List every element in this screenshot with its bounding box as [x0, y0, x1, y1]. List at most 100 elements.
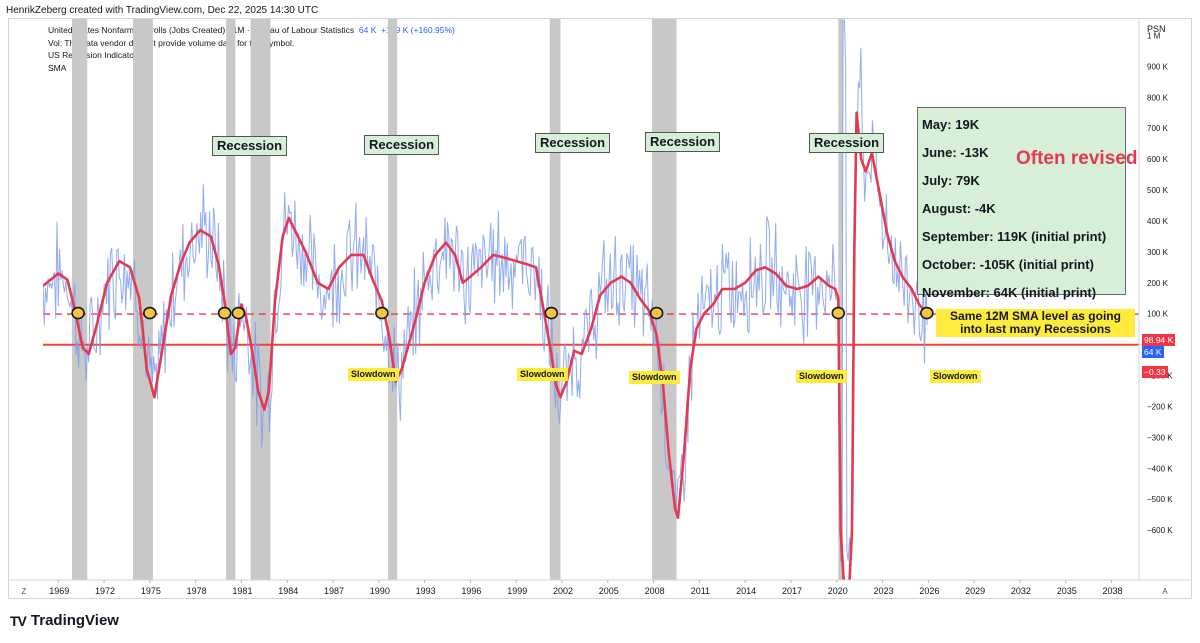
x-tick-label: 1999 — [507, 586, 527, 596]
sma-series-layer — [43, 111, 928, 580]
x-tick-label: 2002 — [553, 586, 573, 596]
legend-symbol-row[interactable]: United States Nonfarm Payrolls (Jobs Cre… — [48, 24, 455, 37]
sma-level-note: Same 12M SMA level as going into last ma… — [936, 309, 1135, 337]
x-tick-label: 1975 — [141, 586, 161, 596]
touch-markers — [71, 306, 934, 320]
recession-band-7 — [838, 19, 843, 580]
often-revised-note: Often revised — [1016, 148, 1138, 169]
creator-line: HenrikZeberg created with TradingView.co… — [6, 5, 319, 16]
tradingview-brand[interactable]: TV TradingView — [10, 612, 119, 629]
slowdown-label-2008: Slowdown — [629, 371, 680, 384]
x-tick-label: 2008 — [645, 586, 665, 596]
sma-touch-marker-2 — [217, 306, 232, 320]
slowdown-label-2025: Slowdown — [930, 370, 981, 383]
x-tick-label: 2038 — [1103, 586, 1123, 596]
x-tick-label: 2023 — [874, 586, 894, 596]
x-tick-label: 2026 — [919, 586, 939, 596]
recession-band-4 — [387, 19, 398, 580]
x-tick-label: 1972 — [95, 586, 115, 596]
price-tag-sma: 98.94 K — [1142, 334, 1176, 346]
print-may: May: 19K — [922, 117, 980, 132]
y-tick-label: 1 M — [1147, 31, 1161, 40]
raw-series-layer — [43, 19, 928, 562]
raw-payrolls-line — [43, 19, 928, 562]
recession-band-0 — [72, 19, 88, 580]
print-september: September: 119K (initial print) — [922, 229, 1107, 244]
price-tag-last: 64 K — [1142, 346, 1164, 358]
tradingview-logo: TV — [10, 612, 27, 629]
chart-frame — [8, 18, 1192, 599]
x-tick-label: 2011 — [691, 586, 710, 596]
recession-label-2001: Recession — [535, 133, 611, 153]
x-tick-label: 1978 — [187, 586, 207, 596]
print-november: November: 64K (initial print) — [922, 285, 1097, 300]
monthly-prints-box: May: 19K June: -13K July: 79K August: -4… — [917, 107, 1126, 300]
y-tick-label: 800 K — [1147, 93, 1169, 102]
x-tick-label: 2035 — [1057, 586, 1077, 596]
recession-band-3 — [250, 19, 271, 580]
x-tick-label: 2020 — [828, 586, 848, 596]
recession-bands — [72, 19, 843, 580]
x-tick-label: 1996 — [461, 586, 481, 596]
sma-touch-marker-4 — [375, 306, 389, 320]
y-tick-label: −400 K — [1147, 464, 1173, 473]
x-tick-label: 2032 — [1011, 586, 1031, 596]
x-tick-label: 2029 — [965, 586, 985, 596]
x-tick-label: 1981 — [232, 586, 252, 596]
y-tick-label: 300 K — [1147, 248, 1169, 257]
sma-touch-marker-3 — [231, 306, 246, 320]
x-tick-label: 1990 — [370, 586, 390, 596]
legend-recession-indicator[interactable]: US Recession Indicator — [48, 50, 137, 60]
x-tick-label: 2005 — [599, 586, 619, 596]
recession-label-1990: Recession — [364, 135, 440, 155]
y-tick-label: −300 K — [1147, 433, 1173, 442]
y-tick-label: 900 K — [1147, 62, 1169, 71]
y-tick-label: 500 K — [1147, 186, 1169, 195]
y-tick-label: 200 K — [1147, 279, 1169, 288]
slowdown-label-1990: Slowdown — [348, 368, 399, 381]
legend-title: United States Nonfarm Payrolls (Jobs Cre… — [48, 25, 355, 35]
sma-line — [43, 111, 928, 580]
y-tick-label: −600 K — [1147, 526, 1173, 535]
y-axis-symbol: PSN — [1147, 24, 1166, 34]
price-tag-zero: −0.33 — [1142, 366, 1168, 378]
x-tick-label: 2017 — [782, 586, 802, 596]
x-tick-label: 1993 — [416, 586, 436, 596]
x-tick-label: 1969 — [49, 586, 69, 596]
axis-corner-left: Z — [22, 587, 27, 596]
print-october: October: -105K (initial print) — [922, 257, 1094, 272]
x-tick-label: 2014 — [736, 586, 756, 596]
recession-band-5 — [549, 19, 561, 580]
recession-label-2008: Recession — [645, 132, 721, 152]
legend-vol: Vol: The data vendor doesn't provide vol… — [48, 37, 295, 48]
sma-touch-marker-8 — [920, 306, 934, 320]
sma-touch-marker-0 — [71, 306, 85, 320]
recession-label-2020: Recession — [809, 133, 885, 153]
y-tick-label: −500 K — [1147, 495, 1173, 504]
y-tick-label: 100 K — [1147, 310, 1169, 319]
legend-sma[interactable]: SMA — [48, 62, 67, 73]
legend-value: 64 K — [358, 25, 377, 35]
legend-change: +169 K (+160.95%) — [381, 25, 455, 35]
sma-touch-marker-5 — [544, 306, 559, 320]
y-tick-label: 400 K — [1147, 217, 1169, 226]
axis-corner-right: A — [1162, 587, 1168, 596]
print-june: June: -13K — [922, 145, 989, 160]
slowdown-label-2020: Slowdown — [796, 370, 847, 383]
sma-touch-marker-1 — [143, 306, 157, 320]
tradingview-name: TradingView — [30, 612, 119, 629]
recession-label-1980s: Recession — [212, 136, 288, 156]
slowdown-label-2001: Slowdown — [517, 368, 568, 381]
print-july: July: 79K — [922, 173, 980, 188]
chart-legend: United States Nonfarm Payrolls (Jobs Cre… — [48, 24, 455, 74]
y-tick-label: −200 K — [1147, 402, 1173, 411]
y-tick-label: 700 K — [1147, 124, 1169, 133]
x-tick-label: 1984 — [278, 586, 298, 596]
recession-band-1 — [133, 19, 153, 580]
y-tick-label: 600 K — [1147, 155, 1169, 164]
sma-touch-marker-6 — [649, 306, 664, 320]
sma-touch-marker-7 — [831, 306, 846, 320]
print-august: August: -4K — [922, 201, 996, 216]
recession-band-2 — [226, 19, 236, 580]
